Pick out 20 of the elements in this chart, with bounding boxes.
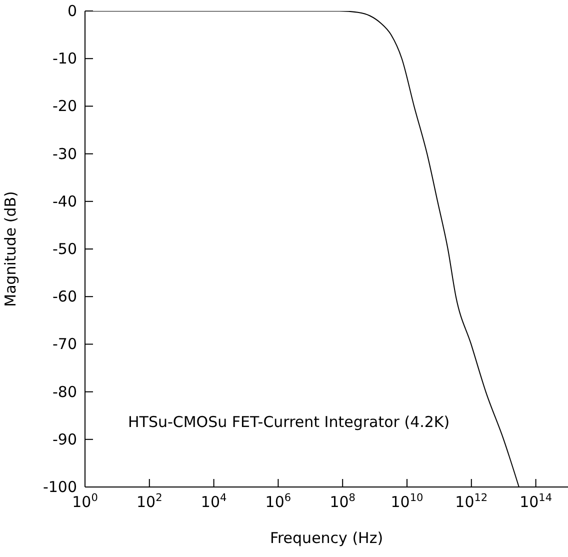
y-axis-title: Magnitude (dB) — [1, 191, 20, 307]
y-tick-label: -30 — [52, 144, 77, 163]
y-tick-label: -80 — [52, 382, 77, 401]
y-tick-label: -20 — [52, 97, 77, 116]
annotation: HTSu-CMOSu FET-Current Integrator (4.2K) — [128, 413, 450, 431]
y-tick-label: -70 — [52, 335, 77, 354]
x-tick-label: 10$^{6}$ — [265, 492, 292, 511]
y-tick-label: 0 — [67, 2, 77, 20]
y-tick-label: -40 — [52, 192, 77, 210]
y-tick-label: -60 — [52, 288, 77, 306]
x-tick-label: 10$^{8}$ — [330, 492, 356, 511]
x-tick-label: 10$^{10}$ — [390, 492, 424, 511]
y-tick-label: -90 — [52, 430, 77, 448]
x-tick-label: 10$^{12}$ — [455, 492, 488, 511]
y-tick-label: -50 — [52, 240, 77, 258]
x-tick-label: 10$^{14}$ — [520, 492, 552, 511]
x-tick-label: 10$^{4}$ — [200, 492, 228, 511]
x-tick-label: 10$^{2}$ — [136, 492, 162, 511]
y-tick-label: -10 — [52, 50, 77, 68]
x-axis-title: Frequency (Hz) — [270, 529, 384, 547]
